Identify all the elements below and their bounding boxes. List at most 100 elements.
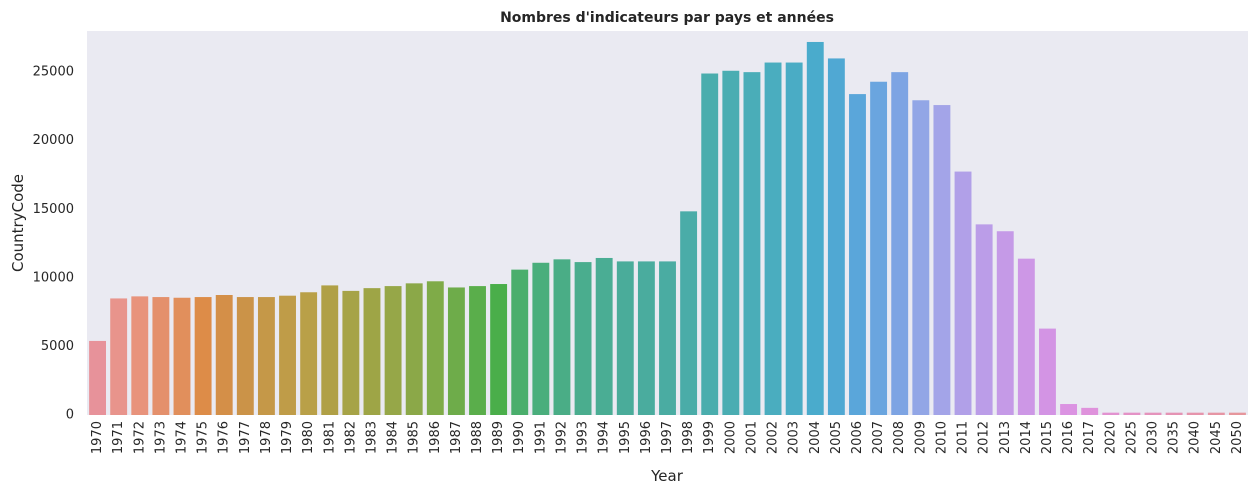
x-tick-label: 1982	[343, 421, 358, 454]
bar-1993	[574, 262, 592, 415]
bar-1980	[300, 292, 318, 415]
x-tick-label: 1978	[259, 421, 274, 454]
bar-1983	[363, 288, 381, 415]
y-axis-label: CountryCode	[9, 174, 27, 272]
bar-1994	[595, 257, 613, 415]
x-tick-label: 2020	[1103, 421, 1118, 454]
x-tick-label: 1985	[407, 421, 422, 454]
x-tick-label: 1996	[639, 421, 654, 454]
x-tick-label: 1979	[280, 421, 295, 454]
x-tick-label: 2005	[829, 421, 844, 454]
x-tick-label: 2003	[787, 421, 802, 454]
x-tick-label: 1991	[533, 421, 548, 454]
bar-2000	[722, 70, 740, 416]
bar-2017	[1081, 407, 1099, 415]
x-tick-label: 1992	[554, 421, 569, 454]
y-tick-label: 0	[66, 408, 74, 423]
bar-1996	[637, 261, 655, 415]
x-tick-label: 2011	[956, 421, 971, 454]
x-tick-label: 1998	[681, 421, 696, 454]
bar-1970	[89, 340, 106, 415]
x-tick-label: 2002	[766, 421, 781, 454]
bar-2004	[806, 41, 824, 415]
x-tick-label: 2007	[871, 421, 886, 454]
x-tick-label: 2017	[1082, 421, 1097, 454]
bar-2012	[975, 224, 993, 415]
bar-1984	[384, 286, 402, 415]
bar-2006	[849, 94, 866, 415]
bar-1991	[532, 262, 550, 415]
x-tick-label: 1973	[153, 421, 168, 454]
x-tick-label: 1976	[217, 421, 232, 454]
x-tick-label: 1990	[512, 421, 527, 454]
x-tick-label: 2035	[1167, 421, 1182, 454]
bar-2020	[1102, 412, 1120, 415]
x-tick-label: 1987	[449, 421, 464, 454]
bar-2016	[1060, 404, 1078, 415]
y-tick-label: 10000	[33, 270, 74, 285]
y-axis-ticks: 0 5000 10000 15000 20000 25000	[33, 65, 74, 423]
y-tick-label: 5000	[41, 339, 74, 354]
x-tick-label: 1997	[660, 421, 675, 454]
bar-2030	[1144, 412, 1162, 415]
bar-2007	[870, 81, 888, 416]
bar-2001	[743, 72, 761, 415]
y-tick-label: 20000	[33, 133, 74, 148]
bar-2050	[1229, 412, 1246, 415]
bar-1982	[342, 290, 360, 415]
y-tick-label: 15000	[33, 202, 74, 217]
x-tick-label: 1974	[174, 421, 189, 454]
x-tick-label: 2030	[1146, 421, 1161, 454]
x-tick-label: 2004	[808, 421, 823, 454]
x-tick-label: 1972	[132, 421, 147, 454]
bar-2045	[1207, 412, 1225, 415]
x-tick-label: 1986	[428, 421, 443, 454]
x-tick-label: 2009	[913, 421, 928, 454]
x-axis-ticks: 1970 1971 1972 1973 1974 1975 1976 1977 1978 1979…	[90, 421, 1245, 454]
x-tick-label: 1995	[618, 421, 633, 454]
bar-1971	[110, 298, 128, 415]
bar-1986	[426, 281, 444, 415]
x-axis-label: Year	[650, 467, 684, 485]
bar-2013	[996, 231, 1014, 415]
x-tick-label: 2045	[1209, 421, 1224, 454]
bar-1998	[680, 211, 698, 415]
bar-2003	[785, 62, 803, 415]
bar-2008	[891, 72, 909, 415]
x-tick-label: 1971	[111, 421, 126, 454]
x-tick-label: 2012	[977, 421, 992, 454]
bar-1995	[616, 261, 634, 415]
x-tick-label: 2050	[1230, 421, 1245, 454]
x-tick-label: 1983	[364, 421, 379, 454]
bar-1975	[194, 297, 212, 415]
x-tick-label: 2040	[1188, 421, 1203, 454]
bar-1974	[173, 297, 191, 415]
bar-1976	[215, 295, 233, 415]
bar-2025	[1123, 412, 1141, 415]
x-tick-label: 1994	[597, 421, 612, 454]
bar-1992	[553, 259, 571, 415]
bar-2040	[1186, 412, 1204, 415]
bar-1985	[405, 283, 423, 415]
bar-2002	[764, 62, 782, 415]
bar-2011	[954, 171, 972, 415]
x-tick-label: 2008	[892, 421, 907, 454]
y-tick-label: 25000	[33, 65, 74, 80]
x-tick-label: 2001	[744, 421, 759, 454]
bar-2035	[1165, 412, 1183, 415]
x-tick-label: 1980	[301, 421, 316, 454]
bar-1988	[469, 286, 486, 415]
bar-1999	[701, 73, 719, 415]
x-tick-label: 1981	[322, 421, 337, 454]
x-tick-label: 2015	[1040, 421, 1055, 454]
bar-2009	[912, 100, 930, 415]
bar-2005	[827, 58, 845, 416]
bars-group	[89, 41, 1246, 416]
x-tick-label: 1975	[196, 421, 211, 454]
bar-1981	[321, 285, 339, 415]
x-tick-label: 1999	[702, 421, 717, 454]
x-tick-label: 1977	[238, 421, 253, 454]
chart-title: Nombres d'indicateurs par pays et années	[500, 10, 834, 26]
